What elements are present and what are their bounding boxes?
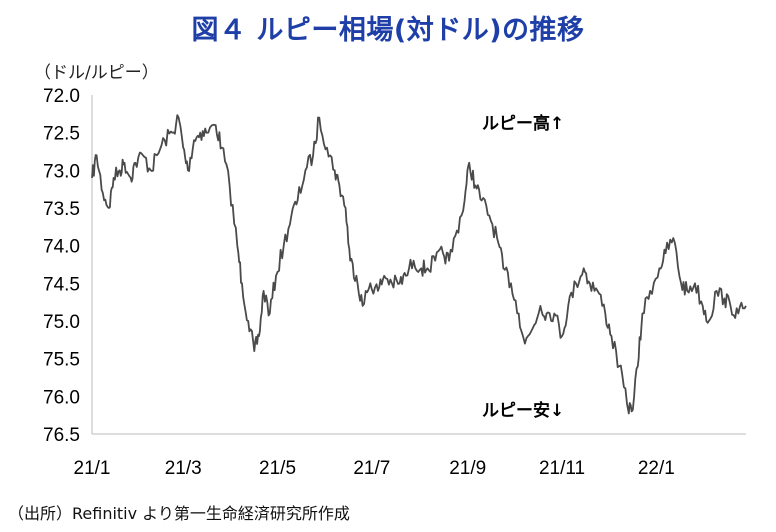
annotation-rupee-strong: ルピー高↑ <box>482 113 564 134</box>
annotation-rupee-weak: ルピー安↓ <box>482 400 564 421</box>
y-tick-label: 75.5 <box>43 350 80 371</box>
y-tick-label: 73.5 <box>43 199 80 220</box>
source-note: （出所）Refinitiv より第一生命経済研究所作成 <box>8 504 350 523</box>
y-tick-label: 72.0 <box>43 86 80 107</box>
x-tick-label: 21/7 <box>353 458 390 479</box>
unit-label: （ドル/ルピー） <box>34 63 159 83</box>
chart-title: 図４ ルピー相場(対ドル)の推移 <box>191 15 585 46</box>
x-tick-label: 21/5 <box>259 458 296 479</box>
y-tick-labels: 72.0 72.5 73.0 73.5 74.0 74.5 75.0 75.5 76.0 76.5 <box>43 86 80 446</box>
x-tick-label: 21/11 <box>539 458 585 479</box>
y-tick-label: 74.5 <box>43 274 80 295</box>
y-tick-label: 72.5 <box>43 124 80 145</box>
x-tick-label: 22/1 <box>638 458 675 479</box>
line-chart: 72.0 72.5 73.0 73.5 74.0 74.5 75.0 75.5 76.0 76.5… <box>43 86 747 479</box>
series-line <box>91 114 747 415</box>
x-tick-label: 21/1 <box>74 458 111 479</box>
x-tick-label: 21/9 <box>449 458 486 479</box>
x-tick-label: 21/3 <box>165 458 202 479</box>
y-tick-label: 74.0 <box>43 237 80 258</box>
y-tick-label: 76.0 <box>43 387 80 408</box>
y-tick-label: 76.5 <box>43 425 80 446</box>
x-tick-labels: 21/1 21/3 21/5 21/7 21/9 21/11 22/1 <box>74 458 675 479</box>
y-tick-label: 75.0 <box>43 312 80 333</box>
y-tick-label: 73.0 <box>43 161 80 182</box>
